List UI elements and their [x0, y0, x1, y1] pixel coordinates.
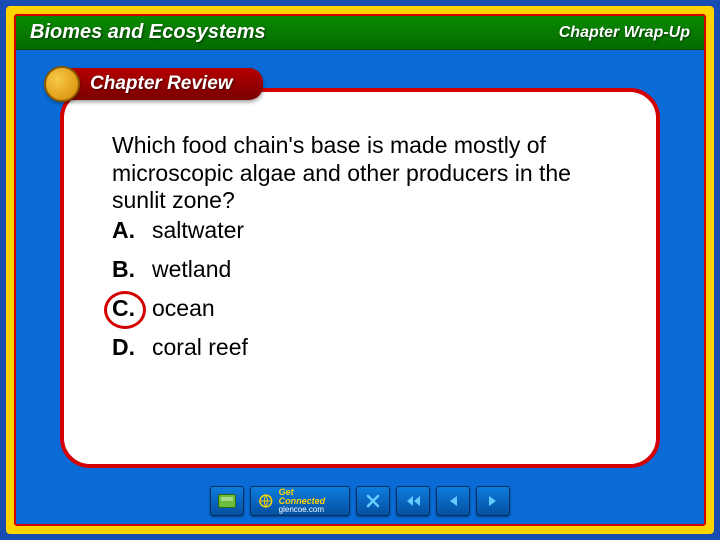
top-banner: Biomes and Ecosystems Chapter Wrap-Up [16, 16, 704, 50]
ribbon-label: Chapter Review [64, 68, 263, 100]
option-letter: A. [112, 217, 152, 244]
option-text: ocean [152, 295, 215, 322]
close-button[interactable] [356, 486, 390, 516]
option-letter: C. [112, 295, 152, 322]
chapter-title: Biomes and Ecosystems [30, 21, 266, 44]
option-letter: B. [112, 256, 152, 283]
chapter-review-ribbon: Chapter Review [64, 68, 263, 100]
rewind-icon [405, 494, 421, 508]
next-button[interactable] [476, 486, 510, 516]
option-text: coral reef [152, 334, 248, 361]
get-connected-label: Get Connected glencoe.com [279, 488, 341, 514]
option-letter: D. [112, 334, 152, 361]
next-icon [487, 494, 499, 508]
option-d[interactable]: D. coral reef [112, 334, 608, 361]
bottom-nav: Get Connected glencoe.com [16, 486, 704, 516]
monitor-button[interactable] [210, 486, 244, 516]
option-text: wetland [152, 256, 231, 283]
question-card: Which food chain's base is made mostly o… [60, 88, 660, 468]
option-text: saltwater [152, 217, 244, 244]
prev-button[interactable] [436, 486, 470, 516]
question-text: Which food chain's base is made mostly o… [112, 132, 608, 215]
ribbon-medallion-icon [44, 66, 80, 102]
close-icon [366, 494, 380, 508]
outer-yellow-frame: Biomes and Ecosystems Chapter Wrap-Up Ch… [6, 6, 714, 534]
option-b[interactable]: B. wetland [112, 256, 608, 283]
get-connected-button[interactable]: Get Connected glencoe.com [250, 486, 350, 516]
option-c[interactable]: C. ocean [112, 295, 608, 322]
connect-icon [259, 494, 273, 508]
first-button[interactable] [396, 486, 430, 516]
inner-blue-panel: Biomes and Ecosystems Chapter Wrap-Up Ch… [14, 14, 706, 526]
monitor-icon [218, 494, 236, 508]
option-a[interactable]: A. saltwater [112, 217, 608, 244]
wrapup-title: Chapter Wrap-Up [559, 24, 690, 42]
prev-icon [447, 494, 459, 508]
options-list: A. saltwater B. wetland C. ocean D. cora… [112, 217, 608, 361]
